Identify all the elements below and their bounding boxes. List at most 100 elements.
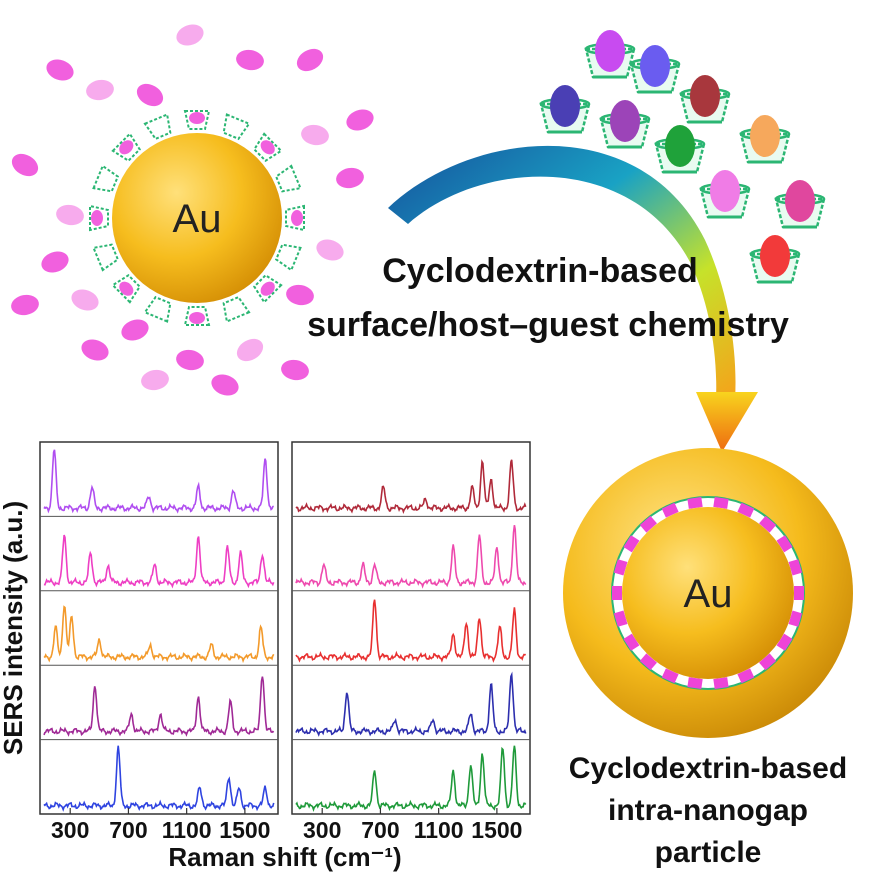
spectrum-line xyxy=(295,745,527,812)
x-tick-label: 300 xyxy=(303,817,341,843)
guest-molecule xyxy=(639,515,657,533)
cyclodextrin-cup xyxy=(222,113,251,141)
guest-molecule xyxy=(211,374,239,396)
x-tick-label: 700 xyxy=(361,817,399,843)
product-caption-line1: Cyclodextrin-based xyxy=(569,752,847,785)
guest-molecule xyxy=(296,48,324,72)
guest-molecule xyxy=(640,45,670,87)
spectra-panel-right xyxy=(291,441,531,815)
guest-molecule xyxy=(713,677,729,690)
guest-molecule xyxy=(613,559,628,576)
guest-molecule xyxy=(346,109,374,131)
guest-molecule xyxy=(71,289,99,311)
guest-molecule xyxy=(623,633,640,651)
guest-molecule xyxy=(759,515,777,533)
host-guest-complex xyxy=(679,75,731,124)
cyclodextrin-cup xyxy=(111,274,141,304)
guest-molecule xyxy=(550,85,580,127)
cyclodextrin-cup xyxy=(222,295,251,323)
x-tick-label: 1100 xyxy=(162,817,212,843)
sers-spectra-chart: 300 700 1100 1500 300 700 1100 1500 SERS intens… xyxy=(0,441,531,872)
spectra-lines xyxy=(40,449,530,812)
guest-molecule xyxy=(776,535,793,553)
host-guest-complex xyxy=(774,180,826,229)
guest-molecule xyxy=(610,100,640,142)
guest-molecule xyxy=(236,49,264,71)
au-nanoparticle-left: Au xyxy=(89,110,305,326)
guest-molecule xyxy=(737,502,755,518)
host-guest-complex xyxy=(654,125,706,174)
au-label-gap: Au xyxy=(684,572,733,616)
spectrum-line xyxy=(295,671,527,737)
guest-molecule xyxy=(612,586,622,600)
guest-molecule xyxy=(595,30,625,72)
spectrum-line xyxy=(43,449,274,514)
x-axis-title: Raman shift (cm⁻¹) xyxy=(168,842,401,872)
host-guest-complex xyxy=(599,100,651,149)
cyclodextrin-cup xyxy=(92,164,120,193)
guest-molecule xyxy=(710,170,740,212)
host-guest-complex xyxy=(739,115,791,164)
guest-molecule xyxy=(639,653,657,671)
guest-molecule xyxy=(737,668,755,684)
product-caption-line3: particle xyxy=(655,836,762,869)
guest-molecule xyxy=(56,204,84,226)
cyclodextrin-cup xyxy=(285,204,305,232)
guest-molecule xyxy=(11,294,39,316)
host-guest-complex xyxy=(539,85,591,134)
spectrum-line xyxy=(295,459,527,515)
cyclodextrin-cup xyxy=(274,243,302,272)
guest-molecule xyxy=(11,153,39,177)
guest-molecule xyxy=(41,251,69,273)
guest-molecule xyxy=(121,319,149,341)
guest-molecule xyxy=(236,338,264,362)
x-tick-label: 1100 xyxy=(414,817,464,843)
guest-molecule xyxy=(759,653,777,671)
spectrum-line xyxy=(295,599,527,663)
spectrum-line xyxy=(43,605,275,664)
spectrum-line xyxy=(295,525,527,589)
guest-molecule xyxy=(81,339,109,361)
x-tick-label: 700 xyxy=(109,817,147,843)
guest-molecule xyxy=(281,359,309,381)
spectrum-line xyxy=(43,534,275,589)
guest-molecule xyxy=(690,75,720,117)
guest-molecule xyxy=(776,633,793,651)
x-tick-label: 300 xyxy=(51,817,89,843)
guest-molecule xyxy=(336,167,364,189)
guest-molecule xyxy=(750,115,780,157)
guest-molecule xyxy=(785,180,815,222)
cyclodextrin-cup xyxy=(143,295,172,323)
host-guest-complex xyxy=(629,45,681,94)
spectra-panel-left xyxy=(39,441,279,815)
guest-molecule xyxy=(687,677,703,690)
process-caption-line1: Cyclodextrin-based xyxy=(382,252,698,290)
guest-molecule xyxy=(141,369,169,391)
cyclodextrin-surface-ring xyxy=(89,110,305,326)
x-tick-label: 1500 xyxy=(219,817,270,843)
guest-molecule xyxy=(176,24,204,46)
x-tick-label: 1500 xyxy=(471,817,522,843)
guest-molecule xyxy=(661,502,679,518)
guest-molecule xyxy=(301,124,329,146)
process-arrow xyxy=(388,145,758,452)
guest-molecule xyxy=(788,610,803,627)
guest-molecule xyxy=(760,235,790,277)
process-caption-line2: surface/host–guest chemistry xyxy=(307,306,789,344)
cyclodextrin-cup xyxy=(111,132,141,162)
spectrum-line xyxy=(43,676,275,737)
spectrum-line xyxy=(43,745,275,812)
cyclodextrin-cup xyxy=(274,164,302,193)
guest-molecule xyxy=(788,559,803,576)
guest-molecules-scatter xyxy=(11,24,374,396)
guest-molecule xyxy=(713,496,729,509)
guest-molecule xyxy=(613,610,628,627)
gold-core-inner xyxy=(622,507,794,679)
guest-molecule xyxy=(176,349,204,371)
cyclodextrin-cup xyxy=(183,306,211,326)
host-guest-complex xyxy=(699,170,751,219)
guest-molecule xyxy=(286,284,314,306)
product-caption-line2: intra-nanogap xyxy=(608,794,808,827)
guest-molecule xyxy=(136,83,164,107)
x-tick-labels: 300 700 1100 1500 300 700 1100 1500 xyxy=(51,808,522,843)
